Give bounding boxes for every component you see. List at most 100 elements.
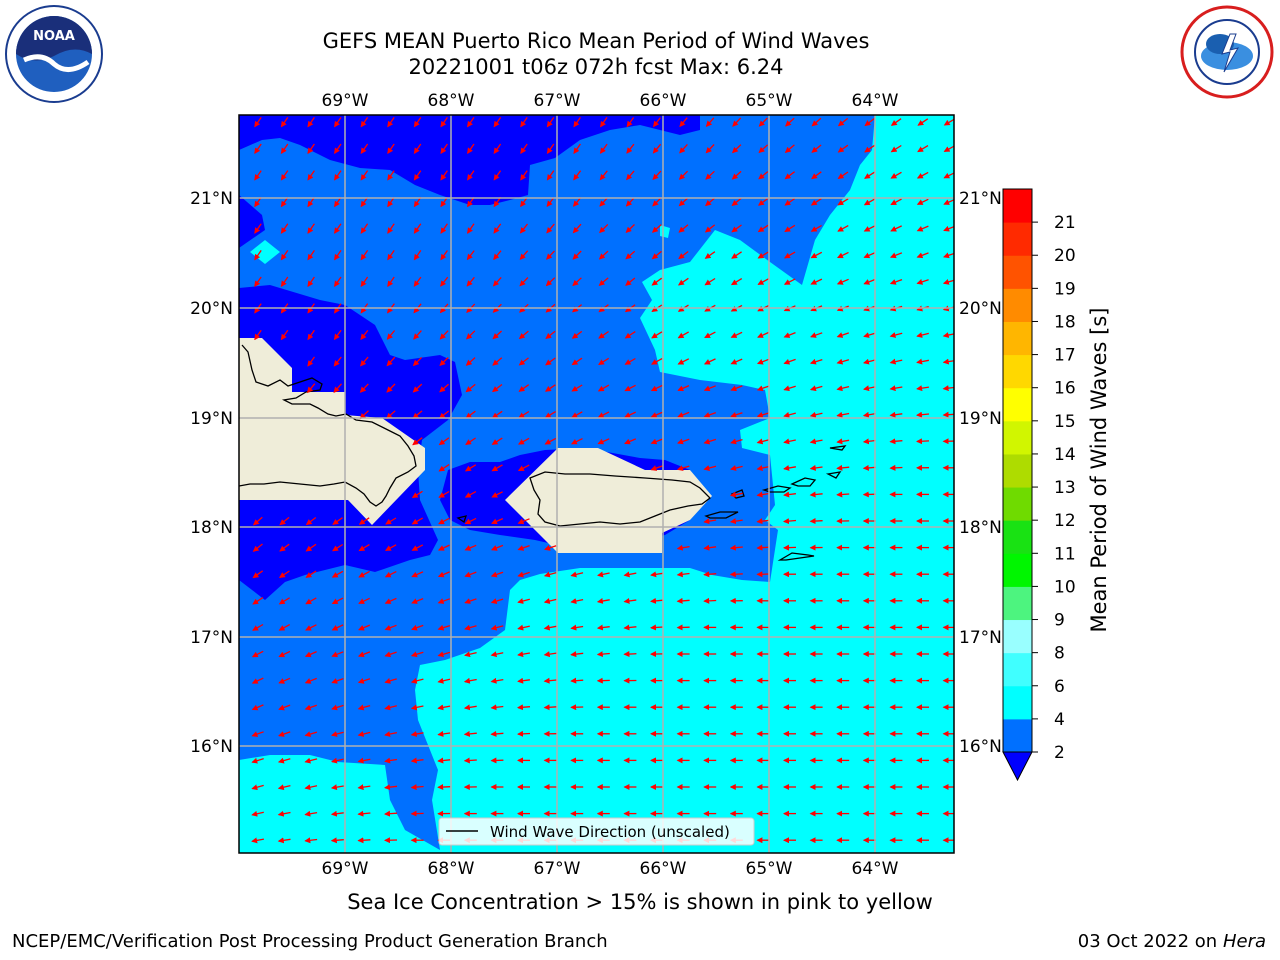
wind-wave-arrow xyxy=(386,383,396,393)
wind-wave-arrow xyxy=(437,544,450,551)
wind-wave-arrow xyxy=(331,757,344,764)
wind-wave-arrow xyxy=(518,330,529,340)
wind-wave-arrow xyxy=(678,224,689,233)
chart-title-line1: GEFS MEAN Puerto Rico Mean Period of Win… xyxy=(322,29,870,53)
wind-wave-arrow xyxy=(863,278,876,285)
wind-wave-arrow xyxy=(837,117,849,127)
wind-wave-arrow xyxy=(783,491,796,498)
wind-wave-arrow xyxy=(756,544,770,551)
wind-wave-arrow xyxy=(359,410,369,420)
wind-wave-arrow xyxy=(357,678,371,684)
wind-wave-arrow xyxy=(412,437,423,446)
wind-wave-arrow xyxy=(545,277,556,287)
wind-wave-arrow xyxy=(651,358,663,365)
wind-wave-arrow xyxy=(492,276,502,287)
lat-label-right: 18°N xyxy=(959,518,1002,538)
wind-wave-arrow xyxy=(730,438,743,445)
wind-wave-arrow xyxy=(304,784,318,791)
wind-wave-arrow xyxy=(650,411,663,418)
wind-wave-arrow xyxy=(305,597,317,605)
lat-label-right: 16°N xyxy=(959,737,1002,757)
wind-wave-arrow xyxy=(517,518,530,525)
wind-wave-arrow xyxy=(784,144,795,153)
wind-wave-arrow xyxy=(334,250,342,261)
wind-wave-arrow xyxy=(677,438,690,445)
lon-label-top: 68°W xyxy=(428,91,475,111)
wind-wave-arrow xyxy=(836,332,850,338)
wind-wave-arrow xyxy=(410,757,424,764)
wind-wave-arrow xyxy=(252,543,263,552)
wind-wave-arrow xyxy=(467,170,475,181)
wind-wave-arrow xyxy=(277,757,291,764)
wind-wave-arrow xyxy=(623,571,637,578)
lon-label-bottom: 67°W xyxy=(534,859,581,879)
wind-wave-arrow xyxy=(598,250,609,260)
wind-wave-arrow xyxy=(464,517,477,525)
colorbar-segment xyxy=(1003,553,1032,587)
wind-wave-arrow xyxy=(333,329,342,341)
lat-label-right: 21°N xyxy=(959,189,1002,209)
wind-wave-arrow xyxy=(704,251,716,259)
wind-wave-arrow xyxy=(384,571,397,578)
wind-wave-arrow xyxy=(491,464,503,472)
footer-branch: NCEP/EMC/Verification Post Processing Pr… xyxy=(12,931,608,952)
wind-wave-arrow xyxy=(463,757,477,764)
wind-wave-arrow xyxy=(784,251,796,259)
lon-label-top: 69°W xyxy=(322,91,369,111)
wind-wave-arrow xyxy=(280,170,289,181)
colorbar-segment xyxy=(1003,520,1032,554)
wind-wave-arrow xyxy=(837,251,849,259)
wind-wave-arrow xyxy=(254,117,262,128)
wind-wave-arrow xyxy=(599,223,609,234)
wind-wave-arrow xyxy=(863,198,876,206)
colorbar-tick-label: 4 xyxy=(1054,710,1065,730)
wind-wave-arrow xyxy=(252,623,264,631)
colorbar-tick-label: 6 xyxy=(1054,677,1065,697)
wind-wave-arrow xyxy=(890,144,902,153)
wind-wave-arrow xyxy=(439,330,449,340)
wind-wave-arrow xyxy=(889,385,903,392)
wind-wave-arrow xyxy=(251,677,264,684)
wind-wave-arrow xyxy=(571,438,583,445)
lat-label-left: 17°N xyxy=(190,628,233,648)
wind-wave-arrow xyxy=(465,437,476,445)
wind-wave-arrow xyxy=(280,250,289,261)
coastline-tortola xyxy=(790,477,817,487)
wind-wave-arrow xyxy=(625,250,636,260)
wind-wave-arrow xyxy=(544,545,557,551)
coastline-sombrero xyxy=(829,445,847,451)
wind-wave-arrow xyxy=(916,438,930,445)
wind-wave-arrow xyxy=(651,224,662,233)
colorbar-tick-label: 21 xyxy=(1054,213,1076,233)
wind-wave-arrow xyxy=(679,117,688,128)
wind-wave-arrow xyxy=(490,571,504,578)
wind-wave-arrow xyxy=(756,518,770,525)
wind-wave-arrow xyxy=(251,837,265,844)
wind-wave-arrow xyxy=(518,410,530,419)
wind-wave-arrow xyxy=(465,357,476,366)
chart-title-line2: 20221001 t06z 072h fcst Max: 6.24 xyxy=(408,55,784,79)
wind-wave-arrow xyxy=(490,677,504,684)
wind-wave-arrow xyxy=(677,277,689,286)
colorbar-segment xyxy=(1003,189,1032,223)
wind-wave-arrow xyxy=(464,598,477,604)
wind-wave-arrow xyxy=(678,197,689,207)
wind-wave-arrow xyxy=(358,624,371,631)
wind-wave-arrow xyxy=(387,276,395,288)
wind-wave-arrow xyxy=(330,837,344,844)
wind-wave-arrow xyxy=(836,464,850,471)
wind-wave-arrow xyxy=(731,197,742,207)
wind-wave-arrow xyxy=(624,411,636,418)
wind-wave-arrow xyxy=(676,597,690,604)
wind-wave-arrow xyxy=(544,437,557,445)
colorbar-segment xyxy=(1003,255,1032,289)
wind-wave-arrow xyxy=(729,518,743,525)
wind-wave-arrow xyxy=(572,250,582,260)
wind-wave-arrow xyxy=(410,704,424,711)
wind-wave-arrow xyxy=(411,544,424,551)
wind-wave-arrow xyxy=(625,197,635,207)
wind-wave-arrow xyxy=(757,197,769,206)
wind-wave-arrow xyxy=(384,704,397,711)
wind-wave-arrow xyxy=(650,465,663,471)
